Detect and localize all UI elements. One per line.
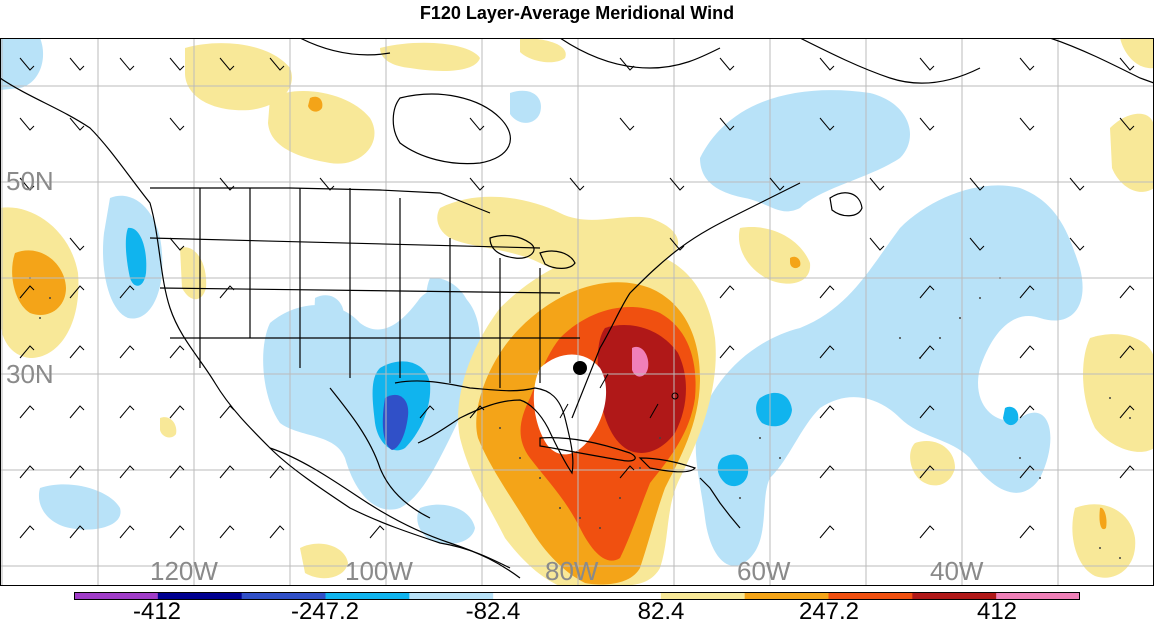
neg-field-gulf-dark [382,394,409,450]
graticule-grid [0,38,1154,586]
colorbar-segment [74,592,159,600]
pos-field-westpac-mid [12,250,67,316]
neg-field-subtrop2 [417,504,475,544]
pos-field-canada3 [380,42,480,71]
pos-field-atlantic-yel [738,227,811,284]
colorbar-segment [912,592,997,600]
neg-field-atlantic [700,90,910,212]
secondary-center-marker [671,392,679,400]
lat-label-30n: 30N [6,359,54,389]
colorbar-tick-label: 412 [976,598,1018,625]
storm-center-marker [573,361,587,375]
map-title: F120 Layer-Average Meridional Wind [419,3,735,23]
neg-field-southwest [314,295,345,330]
lon-label-60w: 60W [737,556,791,586]
colorbar-segment [325,592,410,600]
colorbar-segment [744,592,829,600]
pos-field-atlantic-yel-mid [790,256,801,269]
pos-field-pac-yel [300,543,348,579]
neg-field-gulf [263,287,481,510]
pos-field-caribbean-yel [910,440,955,486]
wind-barbs [19,57,1135,539]
colorbar-tick-label: -247.2 [290,598,360,625]
neg-field-inland [426,277,472,342]
colorbar-tick-label: -82.4 [465,598,521,625]
pos-field-pac-yel2 [160,417,177,438]
coastlines-borders [0,38,1154,579]
colorbar-segment [409,592,494,600]
pos-field-hurricane-max [632,346,649,377]
pos-field-canada1 [185,43,292,111]
meridional-wind-map [0,38,1154,586]
neg-field-subtrop [38,484,121,530]
pos-field-greenland [1120,38,1154,69]
lon-label-40w: 40W [930,556,984,586]
pos-field-east-yel [1083,334,1154,452]
lon-label-80w: 80W [545,556,599,586]
pos-field-hurricane-darker [597,325,686,453]
neg-field-atlantic-mid3 [1003,406,1019,426]
colorbar-segment [157,592,243,600]
colorbar-segment [996,592,1080,600]
lon-label-100w: 100W [345,556,413,586]
neg-field-canada [510,90,541,123]
pos-field-se-yel-mid [1099,507,1107,530]
colorbar-tick-label: 82.4 [637,598,685,625]
pos-field-canada5 [1110,113,1154,192]
colorbar-segment [493,592,578,600]
colorbar-segment [241,592,326,600]
colorbar-segment [577,592,662,600]
pos-field-canada2 [268,90,375,164]
negative-wind-fields [0,38,1083,566]
lat-label-50n: 50N [6,166,54,196]
neg-field-atlantic-band [695,185,1083,566]
colorbar-tick-label: -412 [132,598,182,625]
neg-field-pacific-core [125,227,147,286]
colorbar-segment [660,592,746,600]
colorbar-segment [828,592,913,600]
pos-field-canada4 [520,38,566,63]
neg-field-nw [0,38,44,90]
pos-field-se-yel [1072,504,1136,578]
neg-field-atlantic-mid1 [756,392,792,427]
colorbar-tick-label: 247.2 [798,598,860,625]
positive-wind-fields [0,38,1154,586]
map-panel [0,38,1154,586]
pos-field-canada2-mid [308,96,323,112]
lon-label-120w: 120W [150,556,218,586]
colorbar [74,592,1080,600]
